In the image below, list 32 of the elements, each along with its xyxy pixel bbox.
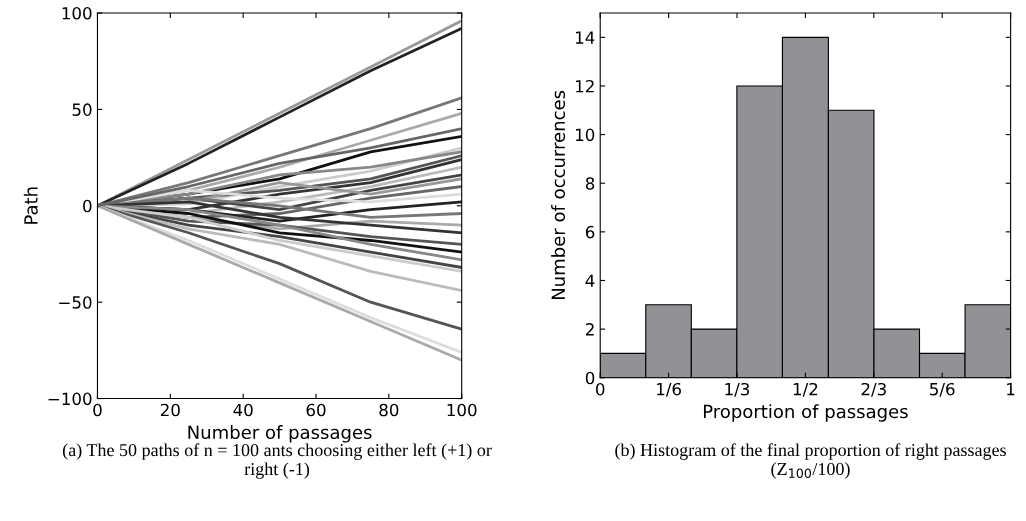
x-axis-title: Number of passages: [188, 425, 372, 443]
x-tick-label: 60: [306, 403, 326, 417]
y-tick-label: 10: [575, 128, 595, 142]
y-tick-label: 0: [585, 371, 595, 385]
y-tick-label: −50: [59, 296, 92, 309]
x-tick-label: 5/6: [930, 382, 955, 397]
x-tick-label: 100: [447, 403, 477, 417]
y-tick-label: 14: [575, 31, 595, 44]
y-axis-title: Number of occurrences: [551, 90, 566, 300]
y-axis-title: Path: [23, 187, 38, 224]
y-tick-label: 2: [585, 323, 594, 336]
y-tick-label: −100: [48, 392, 92, 406]
y-tick-label: 50: [72, 103, 92, 116]
x-tick-label: 0: [93, 403, 102, 417]
x-tick-label: 1/6: [657, 382, 681, 397]
y-tick-label: 100: [62, 6, 92, 20]
x-tick-label: 20: [160, 403, 180, 417]
x-tick-label: 2/3: [861, 382, 886, 397]
y-tick-label: 0: [83, 199, 92, 213]
y-tick-label: 4: [585, 274, 595, 287]
x-tick-label: 40: [233, 403, 253, 417]
x-tick-label: 1: [1007, 383, 1015, 396]
x-tick-label: 1/2: [793, 382, 818, 397]
x-tick-label: 80: [379, 403, 399, 417]
y-tick-label: 8: [585, 177, 595, 190]
y-tick-label: 6: [585, 225, 595, 239]
x-axis-title: Proportion of passages: [703, 404, 908, 422]
y-tick-label: 12: [575, 79, 594, 93]
text: (a) The 50 paths of n = 100 ants choosing either left (+1) or right (-1): [62, 443, 492, 479]
x-tick-label: 1/3: [725, 382, 750, 397]
x-tick-label: 0: [596, 382, 605, 396]
text: (b) Histogram of the final proportion of right passages (Z$_{100}$/100): [615, 443, 1006, 479]
